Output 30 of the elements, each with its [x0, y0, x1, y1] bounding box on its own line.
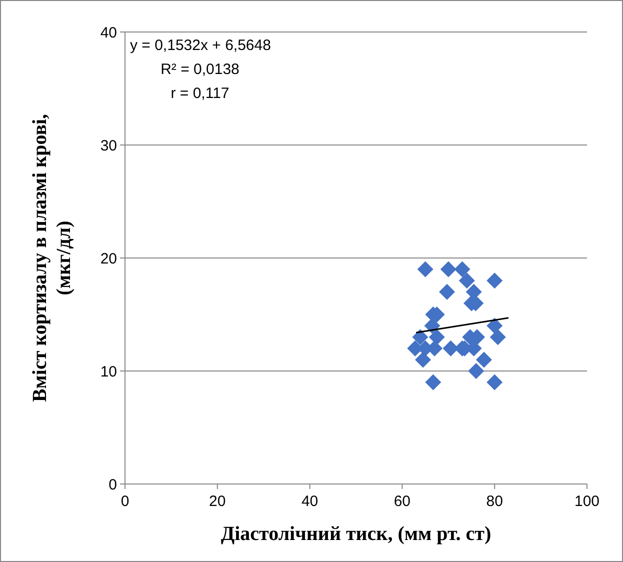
y-tick-label: 10 — [100, 363, 117, 380]
point — [414, 352, 431, 368]
point — [468, 363, 484, 379]
point — [428, 329, 445, 346]
x-tick-label: 60 — [394, 493, 411, 510]
x-tick-label: 0 — [120, 493, 130, 510]
x-axis-title: Діастолічний тиск, (мм рт. ст) — [220, 523, 492, 545]
annotation: R² = 0,0138 — [160, 61, 240, 78]
point — [486, 374, 503, 390]
point — [454, 261, 470, 278]
x-tick-label: 20 — [209, 493, 226, 510]
y-tick-label: 40 — [100, 24, 117, 42]
y-tick-label: 20 — [100, 250, 117, 268]
point — [412, 329, 428, 346]
annotation: y = 0,1532x + 6,5648 — [130, 37, 271, 54]
y-axis-title: Вміст кортизалу в плазмі крові, (мкг/дл) — [29, 114, 75, 402]
x-tick-label: 80 — [486, 493, 503, 510]
point — [439, 284, 456, 300]
point — [486, 272, 503, 289]
y-tick-label: 0 — [108, 476, 117, 494]
point — [425, 374, 442, 390]
x-tick-label: 40 — [301, 493, 318, 510]
point — [417, 261, 434, 278]
annotation: r = 0,117 — [170, 85, 230, 102]
point — [458, 272, 475, 289]
x-tick-label: 100 — [574, 493, 600, 510]
point — [440, 261, 456, 278]
point — [490, 329, 506, 346]
y-tick-label: 30 — [100, 137, 117, 154]
point — [476, 352, 492, 368]
